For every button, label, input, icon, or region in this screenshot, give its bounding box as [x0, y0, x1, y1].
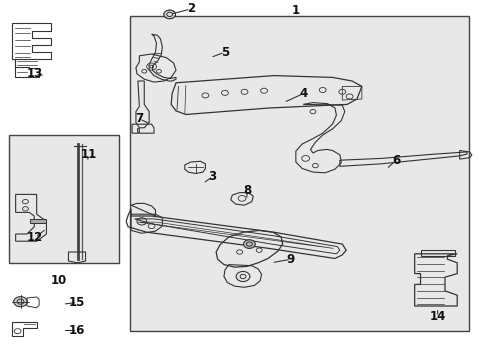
Text: 8: 8 — [243, 184, 250, 197]
Text: 7: 7 — [135, 112, 143, 125]
Text: 12: 12 — [27, 231, 43, 244]
Text: 14: 14 — [428, 310, 445, 323]
Polygon shape — [137, 128, 139, 132]
Text: 2: 2 — [186, 3, 194, 15]
Text: 5: 5 — [221, 46, 228, 59]
Text: 13: 13 — [27, 67, 43, 80]
Circle shape — [14, 297, 27, 307]
Text: 16: 16 — [69, 324, 85, 337]
Bar — [129, 16, 468, 331]
Text: 6: 6 — [391, 154, 399, 167]
Bar — [9, 135, 119, 263]
Text: 10: 10 — [50, 274, 67, 287]
Circle shape — [163, 10, 175, 19]
Text: 15: 15 — [69, 296, 85, 309]
Text: 1: 1 — [291, 4, 299, 17]
Circle shape — [243, 240, 255, 248]
Text: 3: 3 — [208, 170, 216, 183]
Polygon shape — [30, 219, 46, 223]
Text: 11: 11 — [81, 148, 97, 161]
Text: 4: 4 — [299, 87, 306, 100]
Text: 9: 9 — [286, 253, 294, 266]
